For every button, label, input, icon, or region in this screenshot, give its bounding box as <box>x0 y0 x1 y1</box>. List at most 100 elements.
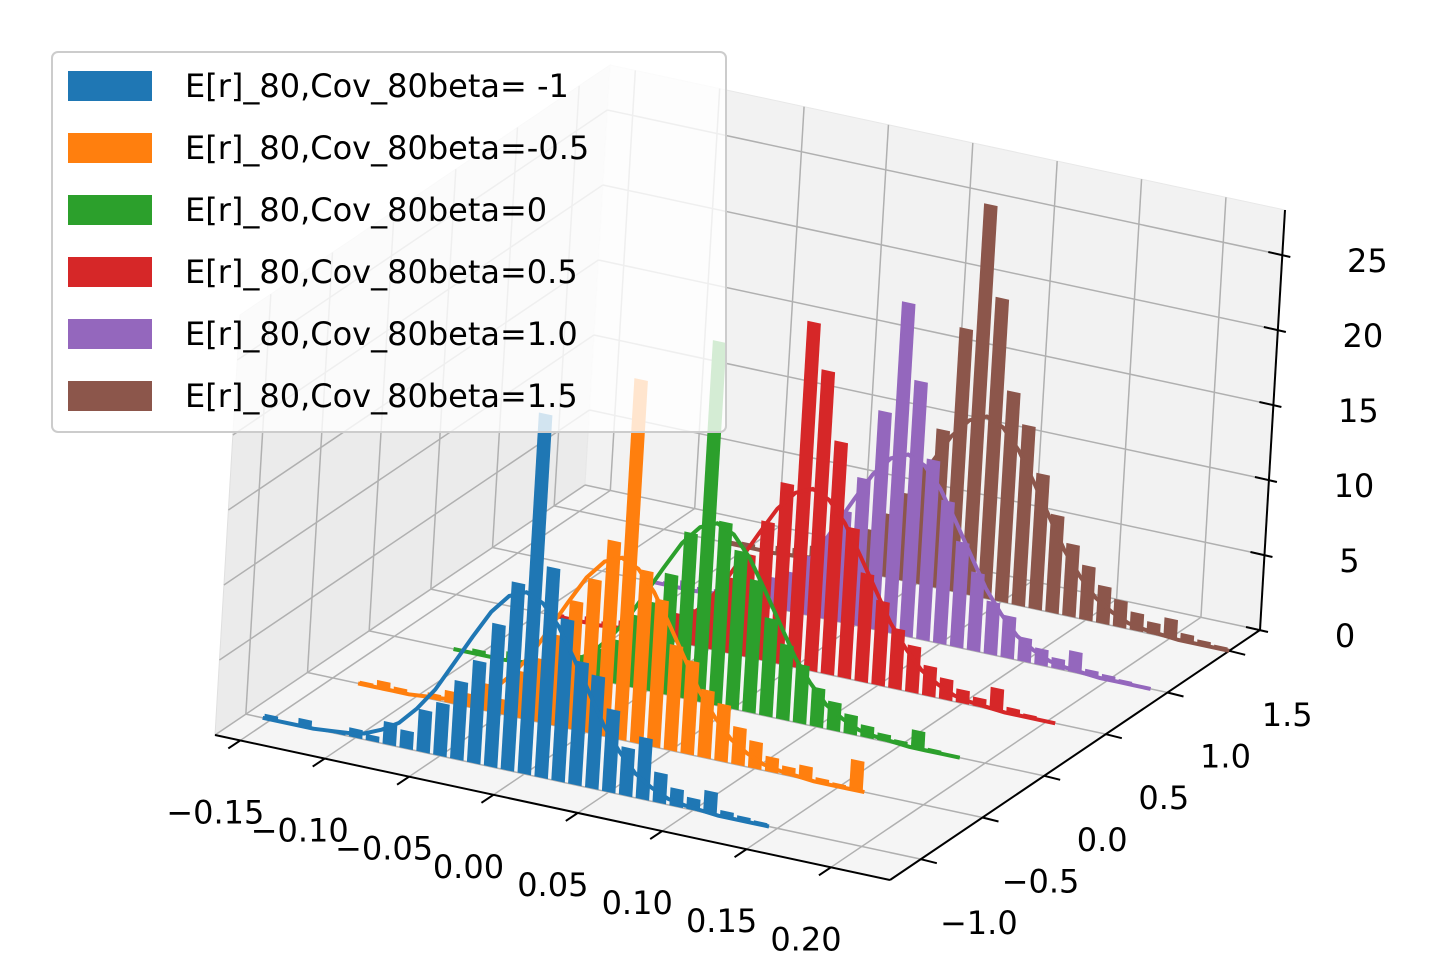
fit-line <box>262 590 770 829</box>
bar <box>786 320 821 669</box>
bar <box>803 369 836 673</box>
bar <box>725 549 749 711</box>
x-tick <box>227 739 241 750</box>
bar <box>365 733 380 743</box>
legend-swatch <box>68 71 152 101</box>
grid-line <box>219 409 590 661</box>
bar <box>517 412 553 776</box>
y-tick <box>920 858 938 865</box>
z-tick <box>1250 551 1273 558</box>
bar <box>500 581 526 772</box>
bar <box>646 598 669 749</box>
z-tick-label: 25 <box>1347 242 1388 280</box>
bar <box>416 708 433 754</box>
legend-swatch <box>68 133 152 163</box>
legend-swatch <box>68 195 152 225</box>
y-axis <box>889 629 1261 881</box>
grid-line <box>830 616 1202 868</box>
x-tick-label: 0.05 <box>517 866 588 904</box>
z-tick <box>1259 401 1282 408</box>
y-tick-label: 1.0 <box>1200 738 1251 776</box>
x-tick <box>312 757 326 768</box>
legend-swatch <box>68 381 152 411</box>
bar <box>708 520 733 707</box>
z-tick-label: 5 <box>1339 542 1359 580</box>
bar <box>916 458 941 642</box>
legend-label: E[r]_80,Cov_80beta=1.0 <box>185 315 578 353</box>
bar <box>983 600 1001 656</box>
fit-line <box>357 555 865 795</box>
bar <box>663 644 684 752</box>
legend: E[r]_80,Cov_80beta= -1 E[r]_80,Cov_80beta… <box>51 51 727 433</box>
z-tick-label: 20 <box>1342 317 1383 355</box>
bar <box>966 571 985 653</box>
bar <box>1000 614 1017 660</box>
grid-line <box>214 484 586 736</box>
x-tick-label: −0.10 <box>251 812 349 850</box>
x-tick-label: −0.15 <box>166 793 264 831</box>
legend-label: E[r]_80,Cov_80beta=0 <box>185 191 547 229</box>
bar <box>450 680 469 761</box>
y-tick-label: 1.5 <box>1262 696 1313 734</box>
grid-line <box>746 598 1117 850</box>
z-tick <box>1254 476 1278 483</box>
legend-frame <box>51 51 727 433</box>
z-tick-label: 15 <box>1338 392 1379 430</box>
bar <box>910 729 926 751</box>
bar <box>837 526 860 680</box>
grid-line <box>1115 179 1143 600</box>
z-tick-label: 0 <box>1335 617 1355 655</box>
legend-label: E[r]_80,Cov_80beta=0.5 <box>185 253 578 291</box>
legend-label: E[r]_80,Cov_80beta= -1 <box>185 67 569 105</box>
bar <box>882 301 916 635</box>
legend-swatch <box>68 319 152 349</box>
bar <box>960 203 998 597</box>
grid-line <box>862 124 890 545</box>
legend-swatch <box>68 257 152 287</box>
x-tick <box>734 848 748 859</box>
x-tick <box>396 775 410 786</box>
bar <box>949 540 970 649</box>
bar <box>551 617 575 783</box>
y-tick <box>1105 733 1123 740</box>
bar <box>483 622 506 769</box>
bar <box>466 659 487 765</box>
bar <box>849 758 865 792</box>
bar <box>775 643 794 722</box>
legend-label: E[r]_80,Cov_80beta=-0.5 <box>185 129 589 167</box>
bar <box>989 686 1005 713</box>
bar <box>568 660 589 787</box>
y-tick-label: −1.0 <box>940 904 1018 942</box>
x-tick-label: 0.10 <box>602 884 673 922</box>
x-tick <box>565 812 579 822</box>
y-tick <box>1167 691 1184 698</box>
bar <box>905 644 922 694</box>
x-tick-label: 0.00 <box>433 848 504 886</box>
x-axis <box>214 734 891 881</box>
x-tick-label: 0.20 <box>770 920 841 958</box>
bar <box>854 572 875 684</box>
y-tick-label: −0.5 <box>1002 863 1080 901</box>
bar <box>1062 542 1080 618</box>
y-tick <box>1228 649 1246 656</box>
bar <box>932 499 955 645</box>
bar <box>1163 617 1178 640</box>
bar <box>820 440 848 676</box>
bar <box>629 569 654 745</box>
legend-label: E[r]_80,Cov_80beta=1.5 <box>185 377 578 415</box>
bar <box>714 702 732 763</box>
bar <box>899 379 928 638</box>
series <box>262 412 770 829</box>
x-tick <box>818 866 832 877</box>
x-tick <box>649 830 663 840</box>
z-tick <box>1263 326 1287 333</box>
z-tick <box>1268 251 1291 258</box>
y-tick-label: 0.5 <box>1138 779 1189 817</box>
grid-line <box>778 106 805 527</box>
x-tick-label: −0.05 <box>335 830 433 868</box>
bar <box>585 674 606 790</box>
bar <box>399 729 414 751</box>
bar <box>742 578 764 714</box>
x-tick-label: 0.15 <box>686 902 757 940</box>
